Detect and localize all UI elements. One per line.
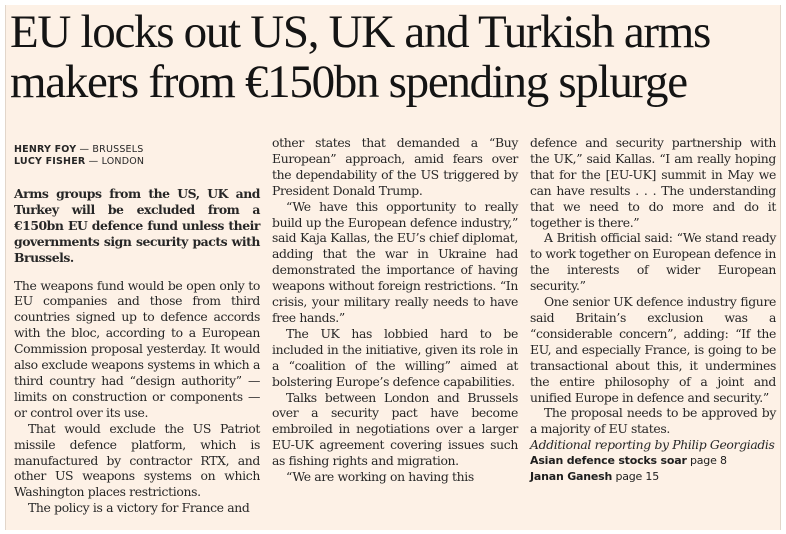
cross-reference-page: page 15 xyxy=(615,470,660,484)
paragraph: defence and security partnership with th… xyxy=(530,135,776,230)
standfirst: Arms groups from the US, UK and Turkey w… xyxy=(14,186,260,265)
paragraph: The proposal needs to be approved by a m… xyxy=(530,405,776,437)
cross-reference[interactable]: Janan Ganesh page 15 xyxy=(530,469,776,485)
cross-reference-label: Janan Ganesh xyxy=(530,470,613,484)
paragraph: The UK has lobbied hard to be included i… xyxy=(272,325,518,389)
newspaper-page: EU locks out US, UK and Turkish arms mak… xyxy=(5,5,781,530)
cross-reference-label: Asian defence stocks soar xyxy=(530,454,687,468)
reporting-credit: Additional reporting by Philip Georgiadi… xyxy=(530,437,775,453)
column-2: other states that demanded a “Buy Europe… xyxy=(272,135,518,516)
paragraph: The weapons fund would be open only to E… xyxy=(14,277,260,420)
paragraph: A British official said: “We stand ready… xyxy=(530,230,776,294)
paragraph: That would exclude the US Patriot missil… xyxy=(14,420,260,500)
column-1: HENRY FOY — BRUSSELS LUCY FISHER — LONDO… xyxy=(14,135,260,516)
author-name: HENRY FOY xyxy=(14,144,77,155)
headline: EU locks out US, UK and Turkish arms mak… xyxy=(10,6,711,108)
byline-row: LUCY FISHER — LONDON xyxy=(14,156,260,168)
author-location: LONDON xyxy=(101,156,145,167)
byline-row: HENRY FOY — BRUSSELS xyxy=(14,144,260,156)
author-location: BRUSSELS xyxy=(92,144,144,155)
paragraph: Talks between London and Brussels over a… xyxy=(272,389,518,469)
cross-reference-page: page 8 xyxy=(689,454,727,468)
author-name: LUCY FISHER xyxy=(14,156,86,167)
column-3: defence and security partnership with th… xyxy=(530,135,776,516)
paragraph: “We have this opportunity to really buil… xyxy=(272,198,518,325)
paragraph: The policy is a victory for France and xyxy=(28,500,250,516)
byline-separator: — xyxy=(76,144,93,155)
cross-reference[interactable]: Asian defence stocks soar page 8 xyxy=(530,453,776,469)
paragraph: One senior UK defence industry figure sa… xyxy=(530,294,776,405)
paragraph: “We are working on having this xyxy=(286,469,474,485)
byline-separator: — xyxy=(85,156,102,167)
byline: HENRY FOY — BRUSSELS LUCY FISHER — LONDO… xyxy=(14,144,260,168)
paragraph: other states that demanded a “Buy Europe… xyxy=(272,135,518,198)
article-body: HENRY FOY — BRUSSELS LUCY FISHER — LONDO… xyxy=(14,135,776,516)
